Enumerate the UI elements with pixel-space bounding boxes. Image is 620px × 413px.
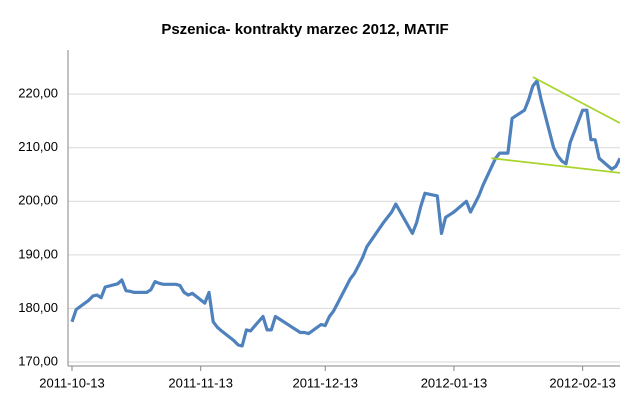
trendline [532, 76, 620, 124]
x-tick-label: 2011-12-13 [292, 375, 358, 390]
chart-title: Pszenica- kontrakty marzec 2012, MATIF [161, 21, 448, 38]
trendline [491, 157, 620, 174]
x-tick-label: 2012-01-13 [421, 375, 488, 390]
x-tick-label: 2011-10-13 [39, 375, 105, 390]
y-tick-label: 220,00 [18, 86, 58, 101]
y-tick-label: 210,00 [18, 139, 58, 154]
y-tick-label: 200,00 [18, 193, 58, 208]
x-tick-label: 2011-11-13 [168, 375, 233, 390]
line-series [70, 79, 620, 348]
y-tick-label: 190,00 [18, 246, 58, 261]
y-tick-label: 170,00 [18, 353, 58, 368]
x-tick-label: 2012-02-13 [549, 375, 616, 390]
y-tick-label: 180,00 [18, 300, 58, 315]
